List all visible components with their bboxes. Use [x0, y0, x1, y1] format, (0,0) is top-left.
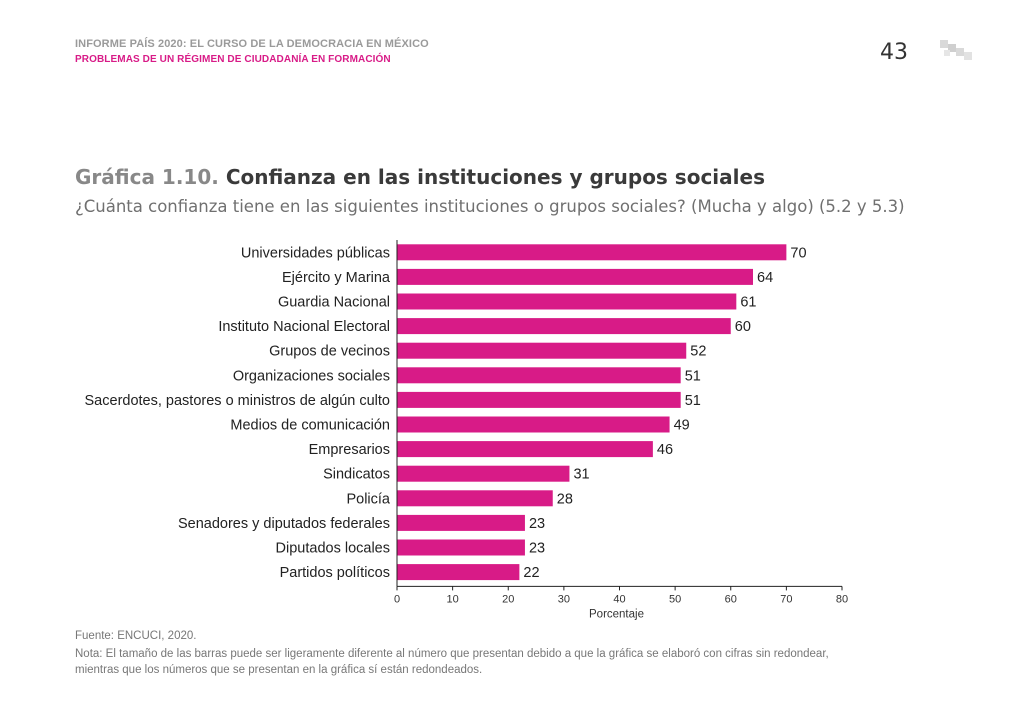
bar — [397, 367, 681, 384]
chart-title-text: Confianza en las instituciones y grupos … — [225, 165, 765, 189]
source-note: Fuente: ENCUCI, 2020. — [75, 630, 197, 642]
chart-title: Gráfica 1.10. Confianza en las instituci… — [75, 165, 765, 189]
category-label: Organizaciones sociales — [233, 368, 390, 384]
bar — [397, 539, 525, 556]
x-tick-label: 40 — [613, 593, 625, 605]
chart-subtitle: ¿Cuánta confianza tiene en las siguiente… — [75, 197, 905, 216]
bar — [397, 391, 681, 408]
data-label: 23 — [529, 541, 545, 557]
data-label: 49 — [674, 418, 690, 434]
category-label: Senadores y diputados federales — [178, 516, 390, 532]
page-number: 43 — [880, 40, 908, 65]
category-label: Instituto Nacional Electoral — [218, 319, 390, 335]
x-tick-label: 50 — [669, 593, 681, 605]
data-label: 61 — [740, 295, 756, 311]
x-tick-label: 10 — [447, 593, 459, 605]
data-label: 51 — [685, 393, 701, 409]
category-label: Partidos políticos — [280, 565, 390, 581]
category-label: Sindicatos — [323, 467, 390, 483]
data-label: 52 — [690, 344, 706, 360]
x-tick-label: 30 — [558, 593, 570, 605]
publisher-logo-icon — [940, 40, 972, 60]
category-label: Guardia Nacional — [278, 295, 390, 311]
x-tick-label: 60 — [725, 593, 737, 605]
data-label: 22 — [523, 565, 539, 581]
data-label: 28 — [557, 491, 573, 507]
bar — [397, 416, 670, 433]
category-label: Diputados locales — [276, 541, 390, 557]
bar — [397, 465, 570, 482]
bar — [397, 490, 553, 507]
bar — [397, 342, 687, 359]
bar — [397, 318, 731, 335]
report-title: INFORME PAÍS 2020: EL CURSO DE LA DEMOCR… — [75, 38, 429, 50]
bar — [397, 441, 653, 458]
category-label: Policía — [346, 491, 390, 507]
chart-title-lead: Gráfica 1.10. — [75, 165, 219, 189]
x-tick-label: 20 — [502, 593, 514, 605]
category-label: Ejército y Marina — [282, 270, 391, 286]
data-label: 23 — [529, 516, 545, 532]
bar — [397, 514, 525, 531]
data-label: 70 — [790, 245, 806, 261]
chapter-title: PROBLEMAS DE UN RÉGIMEN DE CIUDADANÍA EN… — [75, 54, 391, 65]
category-label: Universidades públicas — [241, 245, 390, 261]
data-label: 60 — [735, 319, 751, 335]
data-label: 31 — [573, 467, 589, 483]
footnote: Nota: El tamaño de las barras puede ser … — [75, 648, 829, 676]
bar — [397, 564, 520, 581]
data-label: 46 — [657, 442, 673, 458]
bar — [397, 244, 787, 261]
bar — [397, 268, 753, 285]
category-label: Empresarios — [309, 442, 390, 458]
x-tick-label: 70 — [780, 593, 792, 605]
category-label: Medios de comunicación — [230, 418, 390, 434]
data-label: 64 — [757, 270, 773, 286]
category-label: Sacerdotes, pastores o ministros de algú… — [85, 393, 390, 409]
data-label: 51 — [685, 368, 701, 384]
x-axis-label: Porcentaje — [589, 608, 644, 620]
bar — [397, 293, 737, 310]
x-tick-label: 80 — [836, 593, 848, 605]
x-tick-label: 0 — [394, 593, 400, 605]
category-label: Grupos de vecinos — [269, 344, 390, 360]
